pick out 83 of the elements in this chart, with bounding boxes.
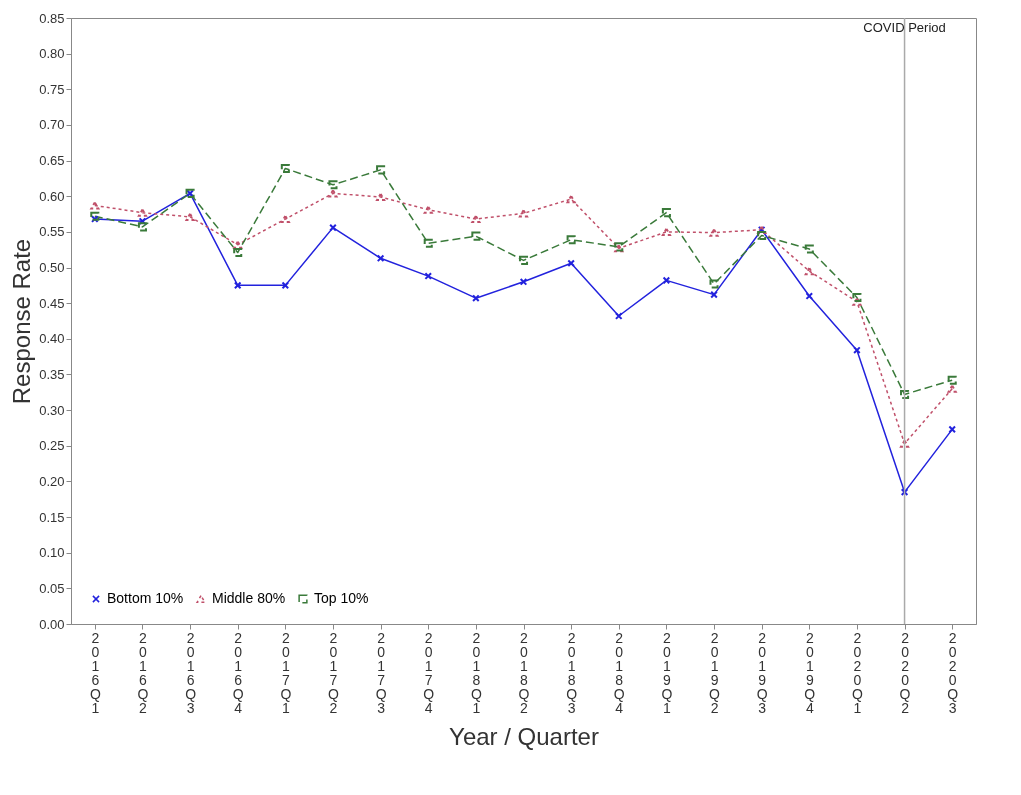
- point: [947, 384, 957, 393]
- point: [661, 208, 671, 218]
- point: [280, 214, 290, 224]
- point: [709, 228, 719, 237]
- x-tick-label: 2017Q2: [328, 629, 340, 716]
- x-tick-label: 2018Q4: [613, 629, 625, 716]
- ref-line-label: COVID Period: [863, 20, 946, 35]
- y-tick-label: 0.35: [39, 366, 65, 382]
- y-tick-label: 0.55: [39, 224, 65, 240]
- point: [804, 244, 814, 254]
- y-tick-label: 0.00: [39, 616, 65, 632]
- point: [376, 254, 385, 263]
- point: [566, 195, 576, 204]
- x-tick-label: 2018Q3: [566, 629, 578, 716]
- x-tick-label: 2017Q3: [375, 629, 387, 716]
- x-tick-label: 2018Q1: [470, 629, 482, 716]
- point: [281, 281, 290, 290]
- point: [661, 227, 671, 236]
- x-tick-label: 2016Q1: [89, 629, 101, 716]
- point: [947, 375, 957, 385]
- y-tick-label: 0.05: [39, 580, 65, 596]
- point: [757, 230, 767, 240]
- y-tick-label: 0.15: [39, 509, 65, 525]
- legend-label: Top 10%: [314, 590, 369, 606]
- point: [900, 439, 910, 448]
- point: [233, 248, 243, 258]
- point: [471, 214, 481, 224]
- point: [518, 255, 529, 265]
- point: [376, 165, 386, 175]
- y-tick-label: 0.45: [39, 295, 65, 311]
- point: [137, 208, 147, 217]
- point: [233, 281, 242, 290]
- x-tick-label: 2019Q1: [661, 629, 673, 716]
- point: [852, 297, 862, 306]
- point: [566, 235, 576, 245]
- x-tick-label: 2019Q2: [709, 629, 721, 716]
- point: [423, 238, 433, 248]
- point: [90, 201, 100, 210]
- x-tick-label: 2020Q2: [899, 629, 911, 716]
- x-tick-label: 2016Q4: [232, 629, 244, 716]
- y-tick-label: 0.25: [39, 438, 65, 454]
- x-tick-label: 2019Q3: [756, 629, 768, 716]
- point: [137, 222, 147, 232]
- point: [280, 163, 290, 173]
- y-tick-label: 0.85: [39, 10, 65, 26]
- point: [328, 180, 338, 190]
- point: [852, 292, 862, 303]
- point: [471, 231, 481, 241]
- x-tick-label: 2016Q2: [137, 629, 149, 716]
- point: [518, 209, 529, 218]
- y-tick-label: 0.10: [39, 545, 65, 561]
- point: [328, 189, 338, 198]
- y-tick-label: 0.75: [39, 81, 65, 97]
- y-tick-label: 0.80: [39, 46, 65, 62]
- y-tick-label: 0.70: [39, 117, 65, 133]
- x-tick-label: 2018Q2: [518, 629, 530, 716]
- legend-label: Bottom 10%: [107, 590, 184, 606]
- point: [519, 277, 528, 286]
- point: [376, 192, 386, 202]
- point: [900, 389, 910, 399]
- y-tick-label: 0.65: [39, 153, 65, 169]
- y-axis-title: Response Rate: [8, 238, 36, 405]
- y-tick-label: 0.20: [39, 473, 65, 489]
- point: [233, 240, 243, 249]
- x-tick-label: 2019Q4: [804, 629, 816, 716]
- point: [423, 205, 433, 214]
- x-tick-label: 2020Q1: [851, 629, 863, 716]
- y-tick-label: 0.60: [39, 188, 65, 204]
- x-tick-label: 2017Q4: [423, 629, 435, 716]
- y-tick-label: 0.30: [39, 402, 65, 418]
- x-axis-title: Year / Quarter: [449, 722, 599, 750]
- point: [662, 276, 671, 285]
- x-tick-label: 2020Q3: [947, 629, 959, 716]
- x-tick-label: 2016Q3: [185, 629, 197, 716]
- point: [567, 259, 575, 268]
- point: [185, 212, 195, 221]
- point: [804, 267, 814, 276]
- x-tick-label: 2017Q1: [280, 629, 292, 716]
- point: [710, 290, 718, 299]
- point: [709, 279, 719, 289]
- legend-label: Middle 80%: [212, 590, 286, 606]
- y-tick-label: 0.40: [39, 331, 65, 347]
- y-tick-label: 0.50: [39, 260, 65, 276]
